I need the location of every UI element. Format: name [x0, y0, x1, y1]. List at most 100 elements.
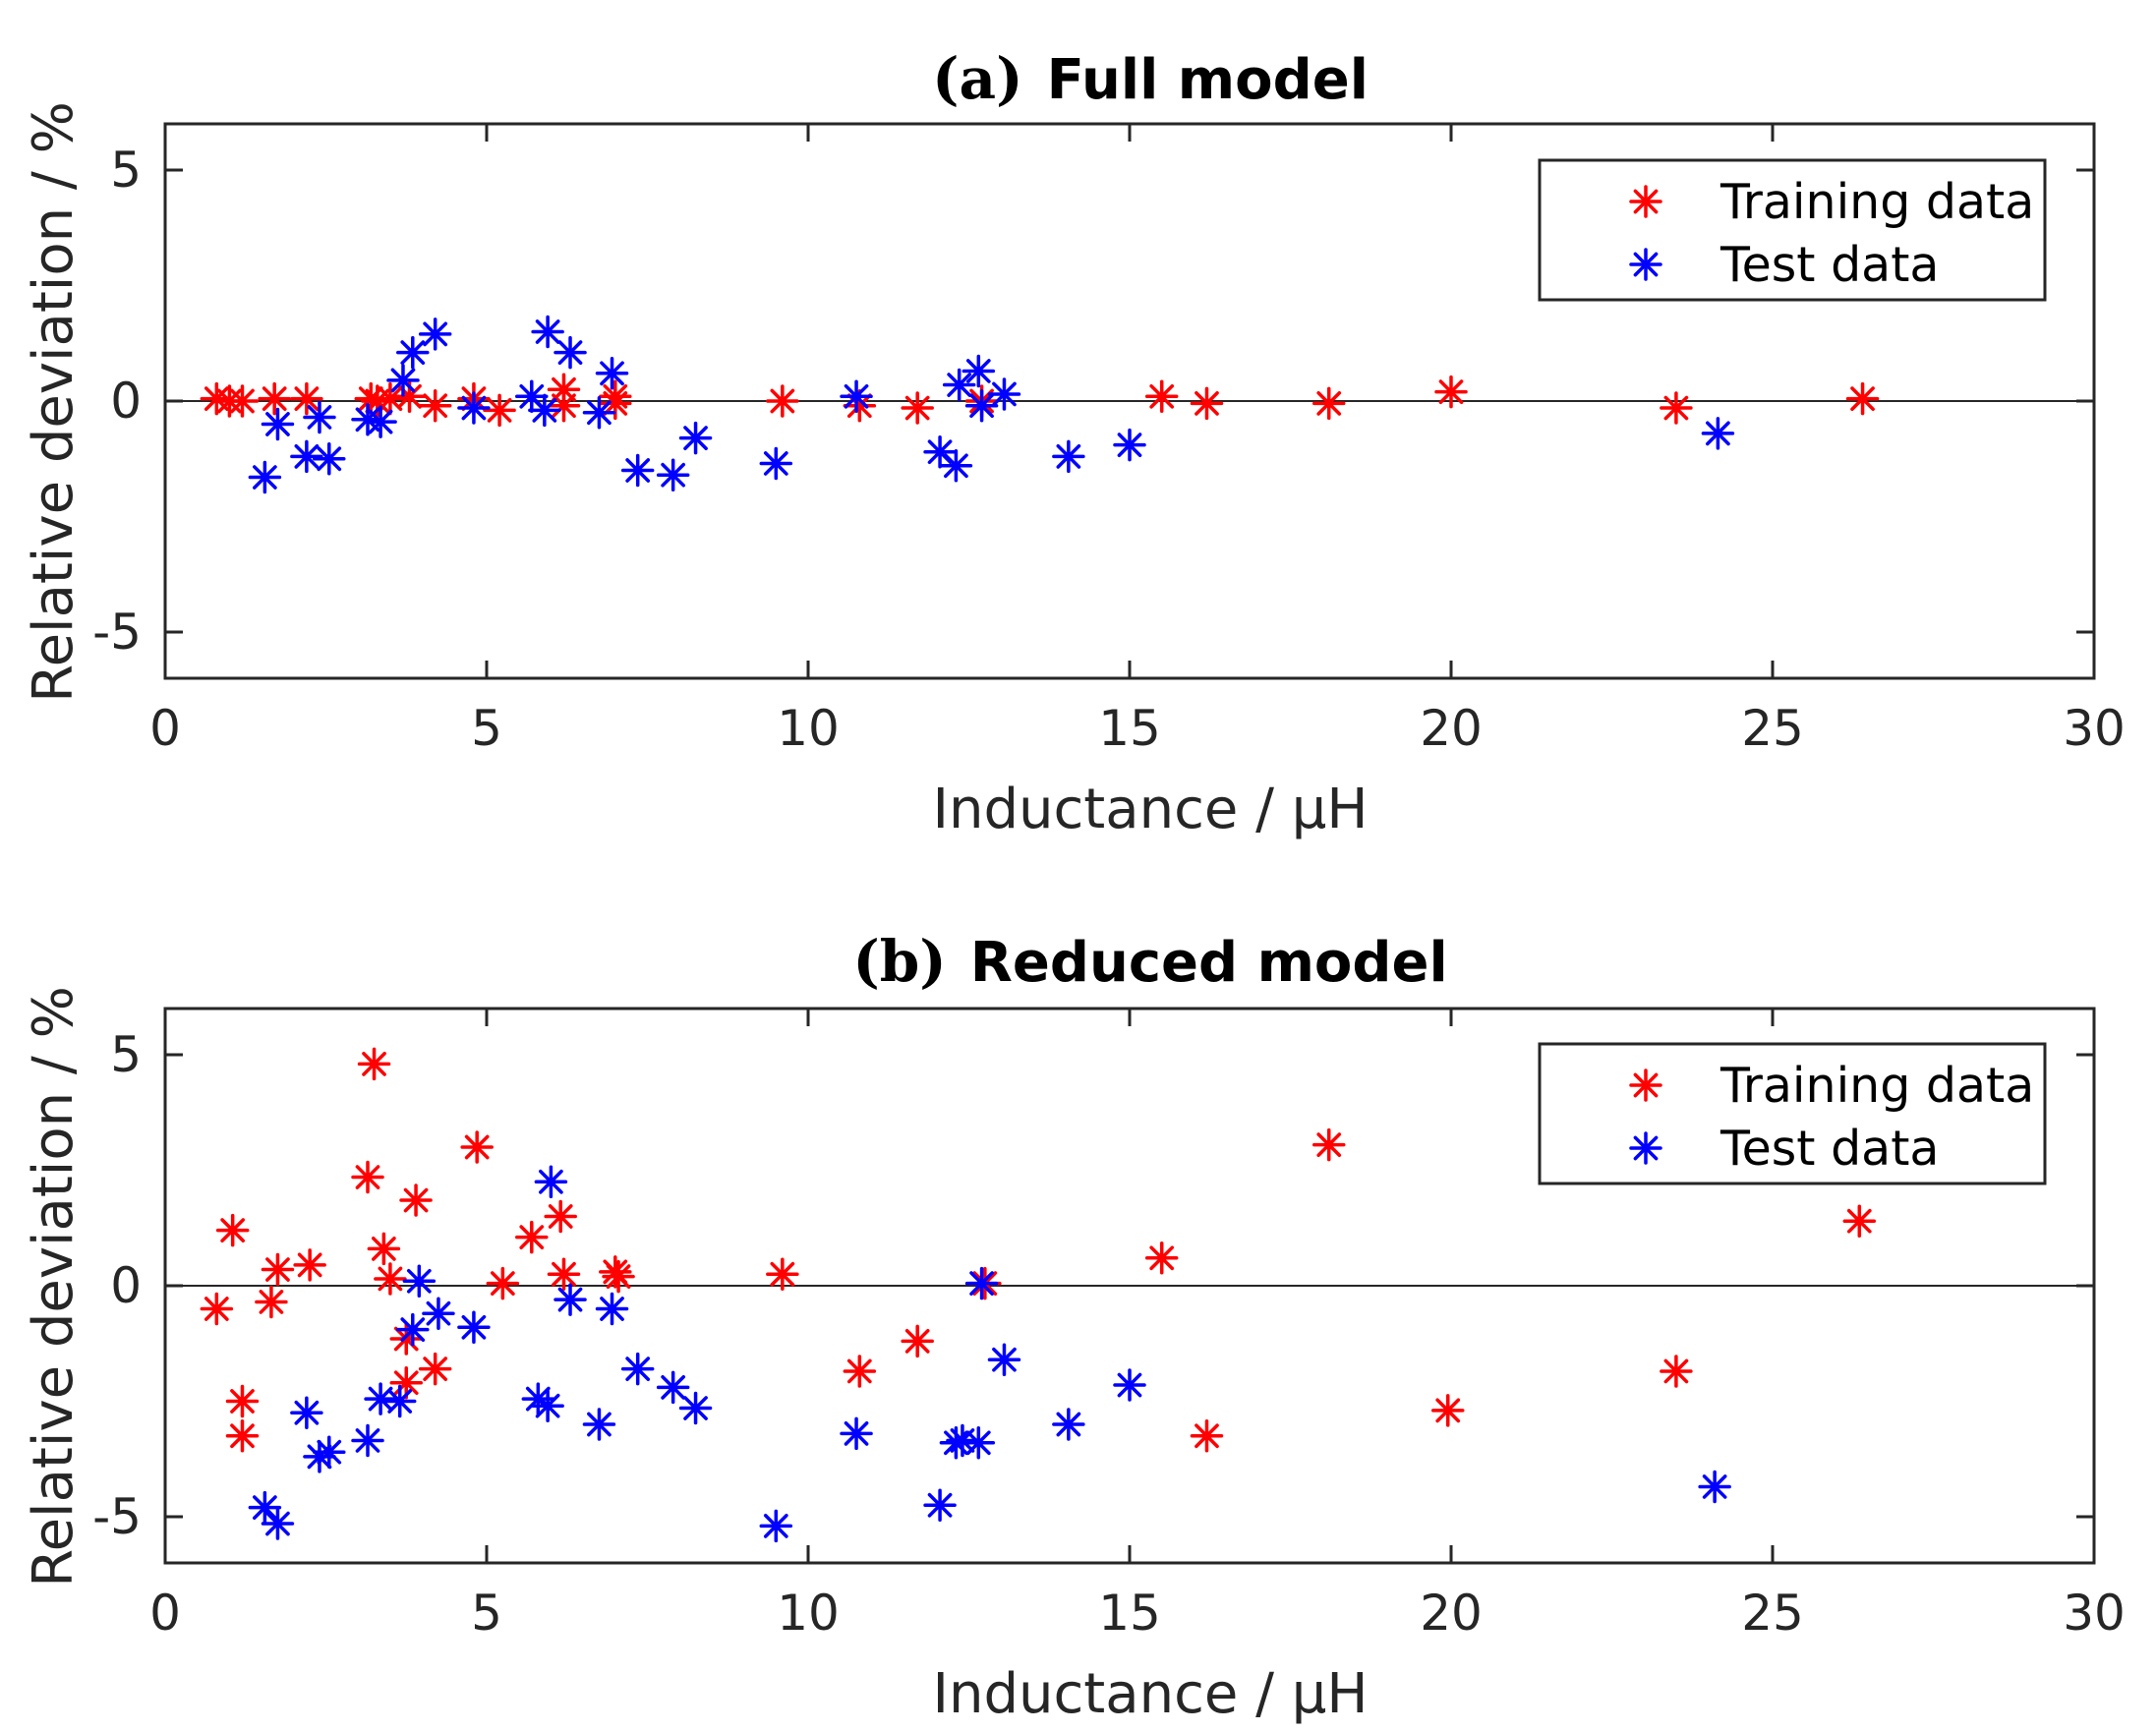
panel-b-title: (b) Reduced model — [852, 928, 1447, 995]
panel-a-x-tick-label: 30 — [2063, 700, 2126, 757]
panel-b-legend-label-test: Test data — [1719, 1121, 1939, 1177]
panel-a-title-prefix: (a) — [932, 45, 1022, 112]
panel-b-point-training — [374, 1262, 407, 1296]
panel-a-point-test — [457, 391, 491, 425]
panel-b-point-test — [1113, 1368, 1146, 1402]
panel-b-point-test — [987, 1343, 1021, 1376]
panel-b-point-test — [595, 1292, 629, 1326]
panel-b-point-test — [422, 1297, 455, 1330]
panel-b-data-points — [200, 1047, 1877, 1543]
panel-b-point-test — [534, 1165, 568, 1198]
panel-b-point-test — [313, 1435, 346, 1469]
panel-a-point-training — [290, 381, 323, 416]
panel-b-point-training — [766, 1257, 799, 1291]
panel-a-y-tick-label: -5 — [92, 604, 142, 661]
panel-b-point-test — [402, 1264, 437, 1299]
panel-a-title-text: Full model — [1047, 48, 1369, 112]
panel-b-point-training — [602, 1259, 635, 1294]
panel-a-point-test — [942, 368, 976, 402]
panel-b-y-axis-label: Relative deviation / % — [22, 986, 86, 1588]
panel-b-point-training — [515, 1220, 549, 1254]
panel-a-legend-marker-test-glyph — [1629, 248, 1662, 281]
panel-b-point-test — [678, 1391, 713, 1425]
panel-a-point-training — [374, 381, 407, 416]
panel-b-x-tick-label: 5 — [471, 1585, 502, 1642]
panel-b-point-training — [399, 1184, 433, 1217]
panel-a-point-test — [528, 393, 561, 428]
panel-b-x-tick-label: 20 — [1420, 1585, 1483, 1642]
panel-b-point-training — [261, 1252, 295, 1287]
panel-b-point-training — [901, 1324, 934, 1358]
panel-a-x-tick-label: 5 — [471, 700, 502, 757]
panel-b-point-test — [396, 1312, 430, 1347]
panel-b-x-tick-label: 25 — [1741, 1585, 1804, 1642]
panel-b-legend-marker-test — [1629, 1131, 1662, 1165]
panel-a-x-tick-label: 15 — [1098, 700, 1161, 757]
panel-a-point-test — [313, 442, 346, 476]
panel-a-point-test — [759, 446, 793, 481]
panel-b-y-tick-label: 5 — [110, 1026, 142, 1083]
panel-b-point-training — [1842, 1204, 1877, 1238]
panel-a-point-training — [1845, 381, 1880, 416]
panel-a-point-test — [248, 460, 282, 494]
panel-b-point-test — [923, 1488, 957, 1522]
panel-a-point-test — [987, 377, 1021, 411]
panel-a-legend-label-training: Training data — [1719, 174, 2034, 230]
panel-b-point-training — [225, 1419, 260, 1453]
panel-b-point-test — [964, 1266, 999, 1300]
panel-b-reduced-model: (b) Reduced model Inductance / μH Relati… — [22, 928, 2126, 1726]
panel-a-point-test — [939, 449, 973, 483]
panel-a-x-tick-label: 25 — [1741, 700, 1804, 757]
panel-b-point-training — [544, 1199, 577, 1234]
panel-b-point-training — [1430, 1394, 1465, 1427]
panel-b-legend-marker-training — [1629, 1068, 1662, 1102]
panel-a-legend-marker-training — [1629, 185, 1662, 218]
panel-b-legend: Training data Test data — [1538, 1042, 2047, 1185]
panel-a-point-test — [1113, 428, 1146, 462]
panel-a-point-test — [531, 315, 564, 349]
panel-a-point-training — [547, 388, 581, 423]
panel-a-legend-marker-test — [1629, 248, 1662, 281]
panel-a-x-tick-label: 0 — [149, 700, 181, 757]
panel-b-point-test — [840, 1416, 873, 1451]
panel-b-point-training — [418, 1352, 452, 1386]
panel-b-plot-frame — [163, 1007, 2096, 1565]
panel-b-point-test — [1052, 1408, 1085, 1441]
panel-b-point-test — [248, 1490, 282, 1525]
panel-b-title-prefix: (b) — [852, 928, 946, 995]
panel-a-point-training — [1190, 386, 1224, 421]
panel-b-point-training — [357, 1047, 391, 1081]
panel-a-point-test — [620, 453, 655, 488]
panel-a-title: (a) Full model — [932, 45, 1369, 112]
panel-b-point-training — [843, 1355, 877, 1388]
panel-b-point-training — [200, 1292, 234, 1326]
panel-a-point-training — [1311, 386, 1346, 421]
panel-a-y-tick-label: 0 — [110, 373, 142, 430]
panel-a-point-training — [418, 388, 452, 423]
panel-b-point-training — [547, 1257, 581, 1291]
panel-b-title-text: Reduced model — [970, 931, 1448, 995]
panel-b-x-tick-label: 10 — [777, 1585, 840, 1642]
panel-b-point-test — [364, 1382, 397, 1415]
panel-b-ticks: 0 5 10 15 20 25 30-505 — [92, 1009, 2126, 1642]
panel-b-y-tick-label: -5 — [92, 1488, 142, 1545]
panel-a-point-test — [364, 405, 397, 438]
panel-b-point-test — [759, 1509, 793, 1543]
panel-a-point-test — [840, 379, 873, 414]
panel-a-legend-label-test: Test data — [1719, 237, 1939, 293]
panel-b-point-training — [255, 1285, 288, 1319]
panel-b-point-training — [367, 1232, 401, 1266]
panel-a-point-test — [554, 335, 587, 370]
panel-a-point-test — [1052, 439, 1085, 474]
panel-b-point-training — [1311, 1127, 1346, 1162]
panel-b-legend-box — [1538, 1042, 2047, 1185]
panel-b-legend-marker-training-glyph — [1629, 1068, 1662, 1102]
panel-a-point-test — [290, 439, 323, 474]
panel-a-x-tick-label: 10 — [777, 700, 840, 757]
panel-b-point-training — [351, 1160, 384, 1194]
panel-a-ticks: 0 5 10 15 20 25 30-505 — [92, 124, 2126, 757]
panel-a-point-test — [582, 396, 616, 430]
panel-a-point-training — [483, 393, 516, 428]
panel-b-point-test — [554, 1283, 587, 1316]
panel-b-point-test — [961, 1426, 996, 1460]
